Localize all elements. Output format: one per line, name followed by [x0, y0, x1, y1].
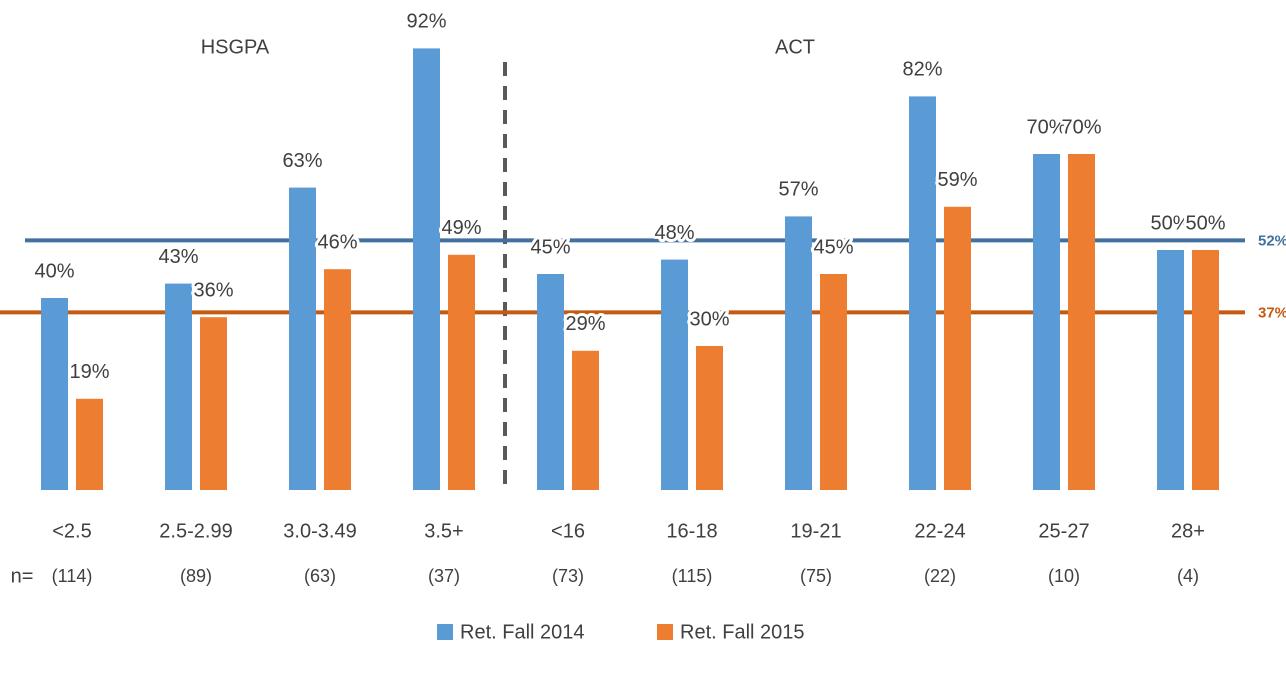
- x-tick-label: <2.5: [52, 520, 91, 542]
- data-label: 30%: [689, 308, 729, 330]
- n-prefix: n=: [11, 565, 34, 587]
- bar: [1192, 250, 1219, 490]
- bar: [537, 274, 564, 490]
- x-tick-label: 25-27: [1038, 520, 1089, 542]
- bar: [661, 259, 688, 490]
- group-label: ACT: [775, 36, 815, 58]
- bar: [909, 96, 936, 491]
- data-label: 63%: [282, 150, 322, 172]
- n-label: (4): [1177, 566, 1199, 586]
- n-label: (73): [552, 566, 584, 586]
- bar: [1157, 250, 1184, 490]
- n-label: (75): [800, 566, 832, 586]
- bar: [76, 398, 103, 490]
- n-label: (115): [672, 566, 713, 586]
- data-label: 36%: [193, 279, 233, 301]
- bar: [696, 346, 723, 490]
- reference-label: 52%: [1258, 232, 1286, 249]
- bar: [413, 48, 440, 491]
- x-tick-label: <16: [551, 520, 585, 542]
- bar: [289, 187, 316, 490]
- n-label: (10): [1048, 566, 1080, 586]
- bar: [1033, 154, 1060, 490]
- data-label: 49%: [441, 217, 481, 239]
- bar: [324, 269, 351, 490]
- x-tick-label: 28+: [1171, 520, 1205, 542]
- x-tick-label: 16-18: [666, 520, 717, 542]
- data-label: 57%: [778, 179, 818, 201]
- data-label: 92%: [406, 11, 446, 33]
- x-tick-label: 19-21: [790, 520, 841, 542]
- data-label: 70%: [1061, 116, 1101, 138]
- x-tick-label: 22-24: [914, 520, 965, 542]
- data-label: 45%: [530, 236, 570, 258]
- x-tick-label: 3.5+: [424, 520, 463, 542]
- bar: [41, 298, 68, 490]
- data-label: 45%: [813, 236, 853, 258]
- bar: [944, 206, 971, 491]
- bar: [165, 283, 192, 490]
- bar: [448, 254, 475, 490]
- data-label: 40%: [34, 260, 74, 282]
- legend-label: Ret. Fall 2015: [680, 621, 805, 643]
- data-label: 19%: [69, 361, 109, 383]
- n-label: (22): [924, 566, 956, 586]
- group-label: HSGPA: [201, 36, 270, 58]
- legend-label: Ret. Fall 2014: [460, 621, 585, 643]
- data-label: 70%: [1026, 116, 1066, 138]
- bar: [1068, 154, 1095, 490]
- legend-swatch: [437, 624, 453, 640]
- n-label: (37): [428, 566, 460, 586]
- data-label: 29%: [565, 313, 605, 335]
- x-tick-label: 3.0-3.49: [283, 520, 356, 542]
- data-label: 50%: [1150, 212, 1190, 234]
- data-label: 43%: [158, 246, 198, 268]
- legend-swatch: [657, 624, 673, 640]
- bar: [200, 317, 227, 490]
- data-label: 50%: [1185, 212, 1225, 234]
- bar: [785, 216, 812, 490]
- data-label: 59%: [937, 169, 977, 191]
- bar: [820, 274, 847, 490]
- bar: [572, 350, 599, 490]
- data-label: 82%: [902, 59, 942, 81]
- data-label: 48%: [654, 222, 694, 244]
- reference-label: 37%: [1258, 304, 1286, 321]
- data-label: 46%: [317, 231, 357, 253]
- x-tick-label: 2.5-2.99: [159, 520, 232, 542]
- n-label: (114): [52, 566, 93, 586]
- n-label: (89): [180, 566, 212, 586]
- n-label: (63): [304, 566, 336, 586]
